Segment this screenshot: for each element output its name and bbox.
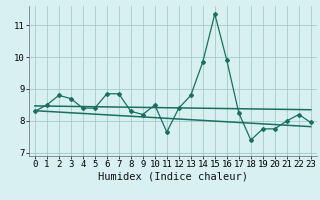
X-axis label: Humidex (Indice chaleur): Humidex (Indice chaleur): [98, 172, 248, 182]
